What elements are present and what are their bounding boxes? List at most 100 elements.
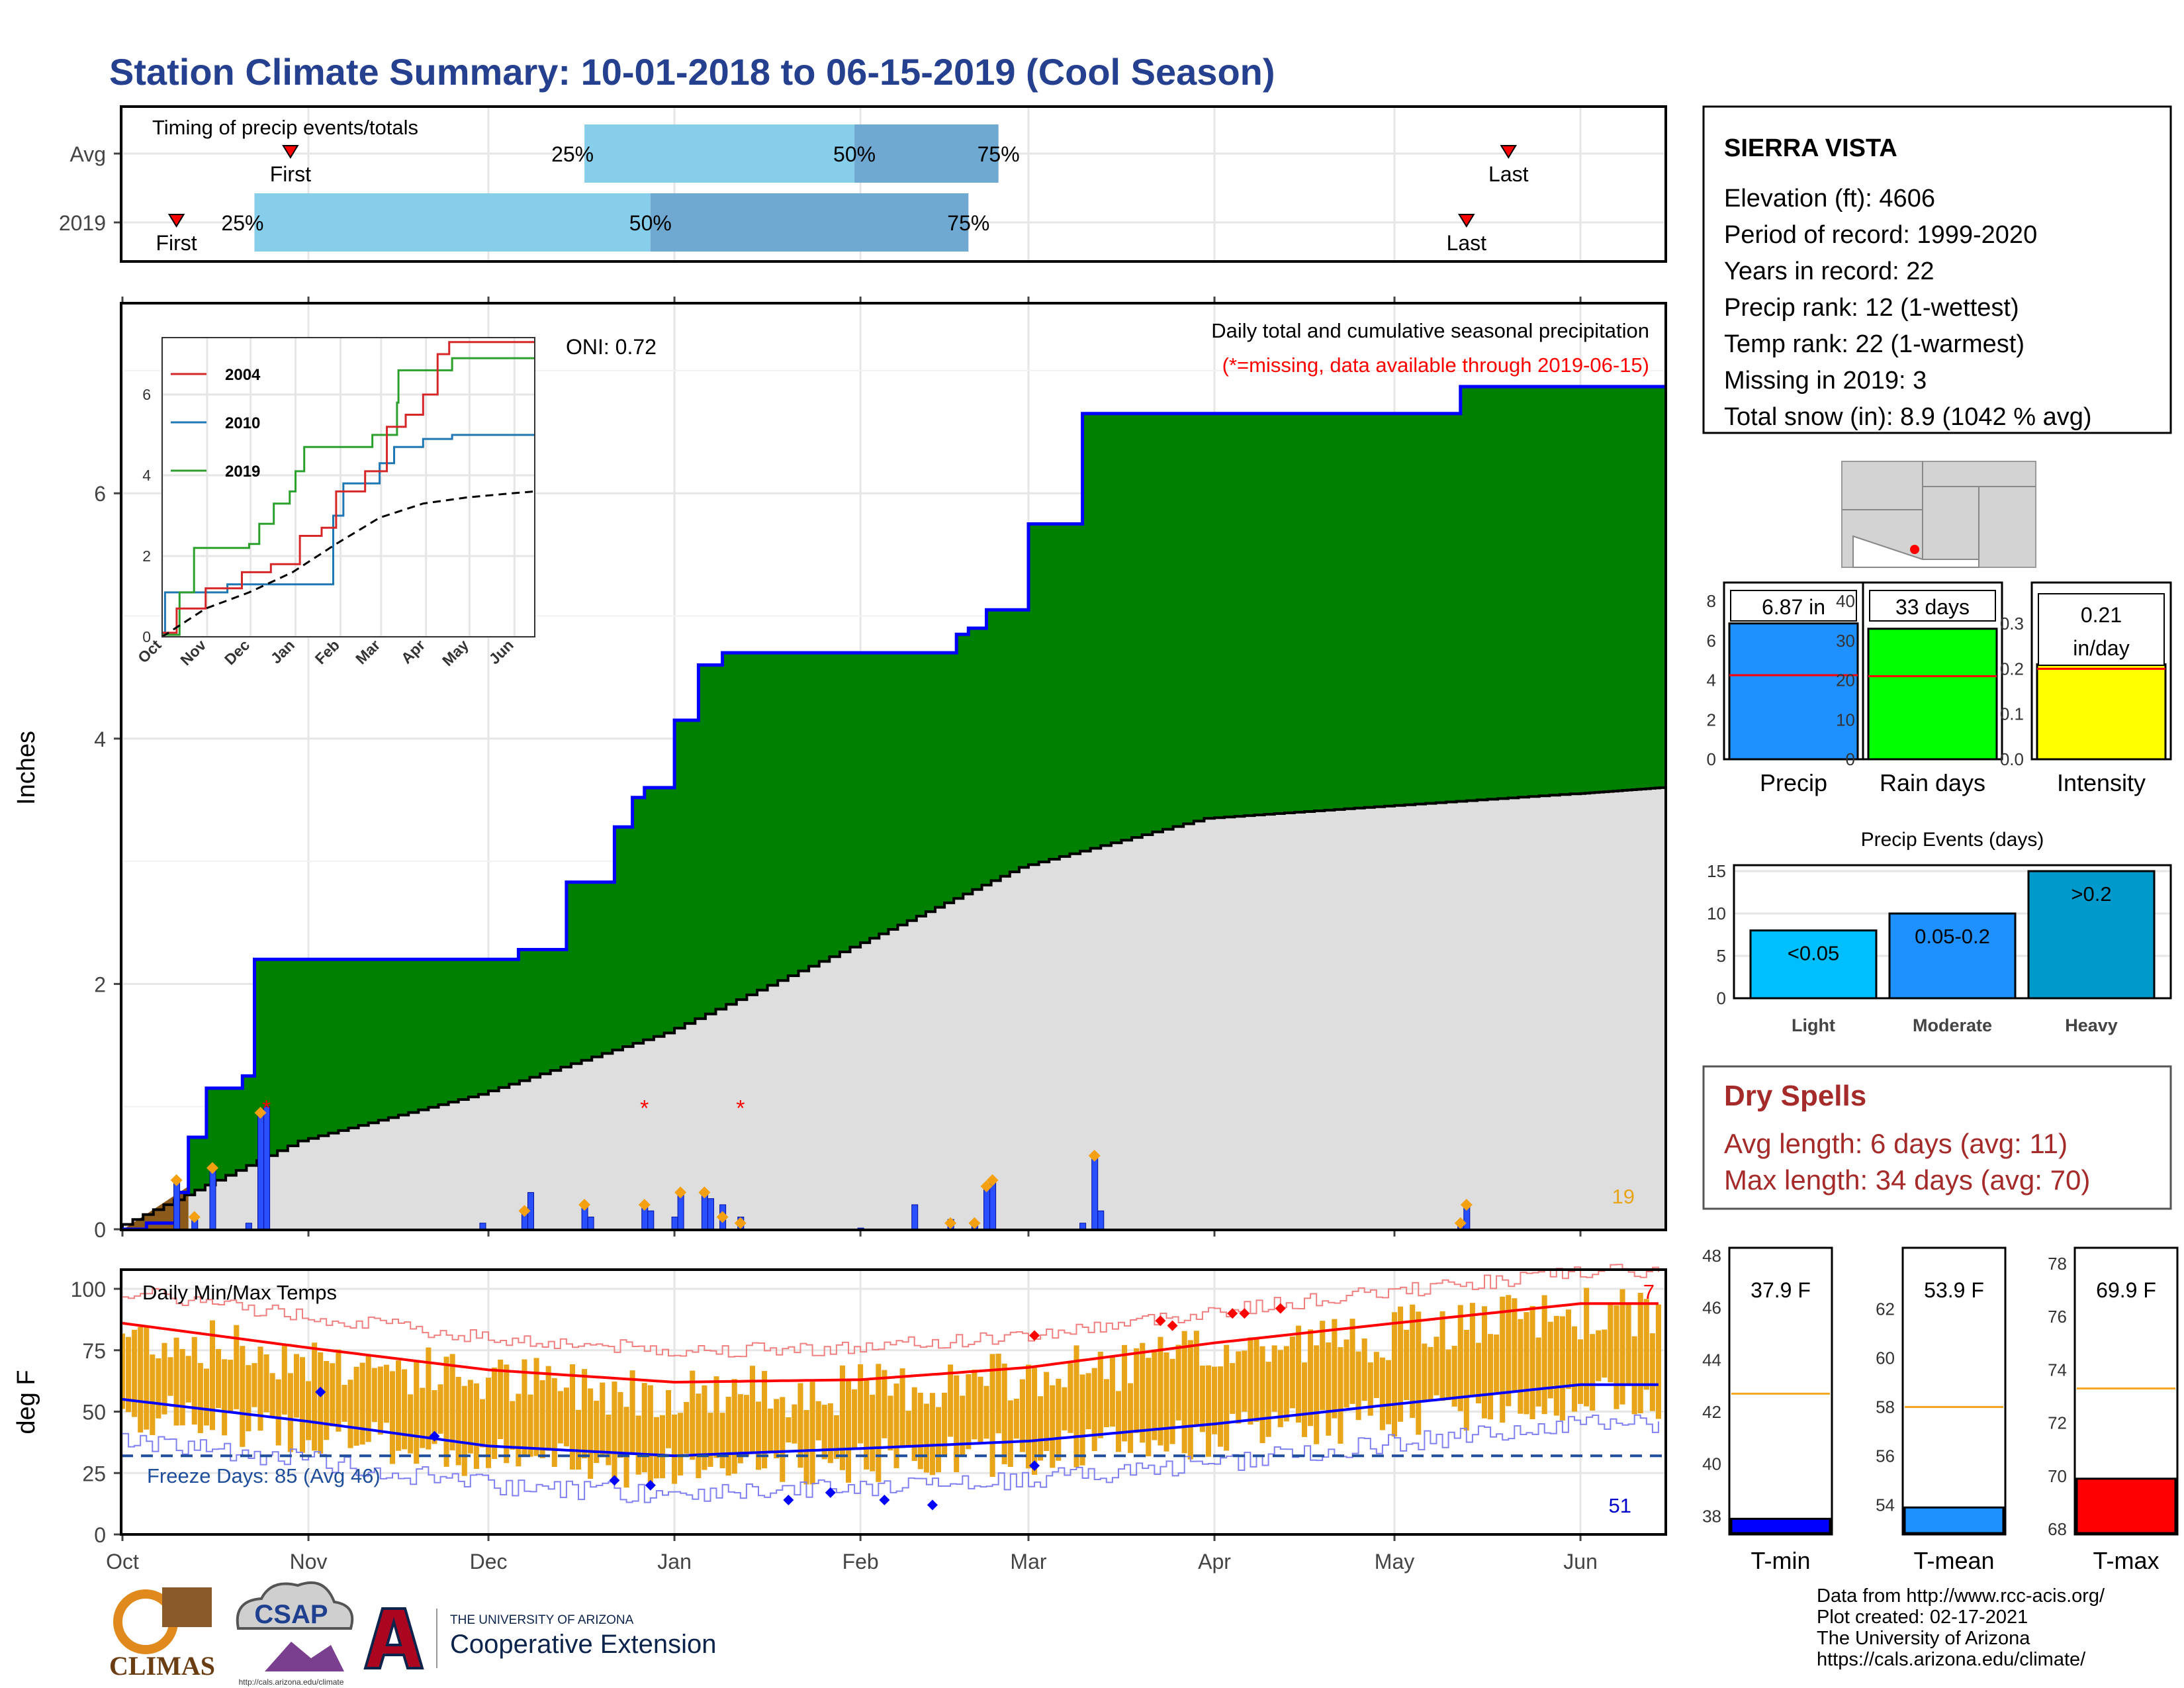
inset-legend-label: 2004: [225, 366, 261, 384]
precip-subtitle: (*=missing, data available through 2019-…: [1222, 353, 1649, 377]
inset-x-tick: Apr: [398, 636, 428, 667]
daily-temp-bar: [467, 1380, 473, 1454]
daily-temp-bar: [240, 1346, 246, 1447]
daily-temp-bar: [870, 1394, 876, 1472]
daily-temp-bar: [978, 1376, 983, 1444]
precip-y-tick: 2: [94, 972, 106, 996]
snow-marker: [1454, 1217, 1467, 1229]
daily-temp-bar: [786, 1417, 792, 1443]
daily-temp-bar: [234, 1325, 240, 1409]
daily-temp-bar: [612, 1382, 617, 1483]
temp-summary-bar-tmin: [1730, 1517, 1831, 1534]
daily-temp-bar: [588, 1388, 594, 1479]
summary-tick-intensity: 0.1: [2000, 704, 2024, 724]
precip-surplus-area: [122, 386, 1666, 1229]
daily-temp-bar: [768, 1408, 774, 1452]
temp-summary-tick-tmax: 68: [2048, 1519, 2067, 1539]
inset-y-tick: 4: [142, 467, 151, 484]
daily-temp-bar: [173, 1337, 179, 1426]
daily-temp-bar: [1506, 1295, 1512, 1407]
daily-temp-bar: [1007, 1400, 1013, 1467]
daily-temp-bar: [161, 1342, 167, 1415]
timing-last-label: Last: [1447, 231, 1487, 255]
csap-cloud: [236, 1581, 354, 1630]
daily-temp-bar: [437, 1384, 443, 1434]
daily-temp-bar: [545, 1366, 551, 1451]
oni-label: ONI: 0.72: [566, 335, 657, 359]
daily-temp-bar: [1236, 1351, 1242, 1424]
events-category-label: Moderate: [1913, 1015, 1992, 1035]
temp-summary-tick-tmin: 38: [1702, 1506, 1721, 1526]
daily-temp-bar: [1512, 1298, 1518, 1393]
daily-temp-bar: [1079, 1374, 1085, 1466]
daily-temp-bar: [1205, 1365, 1212, 1457]
snow-marker: [578, 1198, 591, 1211]
precip-average-area: [121, 787, 1666, 1230]
daily-temp-bar: [1295, 1325, 1301, 1423]
inset-legend-label: 2010: [225, 414, 260, 432]
daily-temp-bar: [803, 1410, 809, 1485]
daily-temp-bar: [1379, 1357, 1385, 1430]
timing-first-marker: [282, 145, 299, 159]
daily-temp-bar: [1218, 1366, 1224, 1447]
record-low-marker: [825, 1487, 836, 1498]
temp-summary-tick-tmax: 74: [2048, 1360, 2067, 1380]
temp-y-tick: 75: [82, 1339, 106, 1363]
daily-temp-bar: [702, 1385, 707, 1470]
daily-temp-bar: [150, 1354, 156, 1435]
inset-background: [162, 338, 535, 637]
snow-marker: [188, 1211, 201, 1223]
inset-x-tick: Dec: [221, 636, 253, 668]
temp-summary-tick-tmin: 44: [1702, 1350, 1721, 1370]
daily-temp-bar: [293, 1354, 299, 1418]
summary-label-intensity: Intensity: [2057, 769, 2146, 796]
daily-temp-bar: [893, 1383, 899, 1468]
daily-temp-bar: [330, 1363, 336, 1427]
daily-temp-bar: [1224, 1344, 1230, 1451]
timing-last-marker: [1458, 214, 1475, 228]
daily-temp-bar: [623, 1407, 629, 1488]
daily-temp-bar: [191, 1336, 197, 1425]
daily-temp-bar: [185, 1356, 191, 1403]
daily-temp-bar: [1614, 1305, 1619, 1409]
daily-temp-bar: [899, 1368, 905, 1448]
summary-tick-precip: 8: [1707, 591, 1716, 611]
record-high-marker: [1029, 1330, 1040, 1341]
daily-temp-bar: [341, 1385, 347, 1422]
daily-temp-bar: [713, 1376, 719, 1458]
daily-temp-bar: [167, 1357, 173, 1396]
daily-temp-bar: [396, 1360, 402, 1451]
timing-bar-25-50: [584, 124, 855, 183]
daily-temp-bar: [972, 1370, 978, 1440]
inset-x-tick: Oct: [134, 636, 165, 667]
temp-summary-bar-tmax: [2075, 1477, 2177, 1534]
daily-temp-bar: [1163, 1352, 1169, 1452]
snow-marker: [638, 1198, 651, 1211]
daily-temp-bar: [1122, 1344, 1128, 1442]
temp-summary-tick-tmin: 46: [1702, 1298, 1721, 1318]
daily-temp-bar: [1619, 1289, 1625, 1405]
record-max-line: [122, 1264, 1659, 1358]
timing-label-25: 25%: [221, 211, 263, 235]
daily-temp-bar: [371, 1368, 377, 1423]
daily-temp-bar: [1637, 1293, 1643, 1414]
dry-spells-title: Dry Spells: [1724, 1080, 1866, 1112]
daily-temp-bar: [1320, 1321, 1326, 1411]
daily-temp-bar: [498, 1359, 504, 1440]
temp-summary-bar-tmean: [1903, 1506, 2005, 1534]
summary-tick-precip: 6: [1707, 631, 1716, 651]
daily-temp-bar: [1404, 1329, 1410, 1401]
daily-temp-bar: [1332, 1319, 1338, 1419]
daily-temp-bar: [809, 1382, 815, 1485]
daily-temp-bar: [719, 1413, 725, 1469]
timing-first-label: First: [156, 231, 197, 255]
summary-bar-intensity: [2036, 663, 2167, 761]
daily-temp-bar: [1073, 1345, 1079, 1468]
daily-temp-bar: [312, 1342, 318, 1451]
summary-tick-precip: 0: [1707, 749, 1716, 769]
record-low-marker: [429, 1430, 440, 1442]
temp-summary-frame-tmin: [1728, 1246, 1833, 1536]
daily-temp-bar: [336, 1349, 341, 1432]
daily-temp-bar: [1553, 1315, 1559, 1416]
temp-summary-tick-tmean: 56: [1876, 1446, 1895, 1466]
